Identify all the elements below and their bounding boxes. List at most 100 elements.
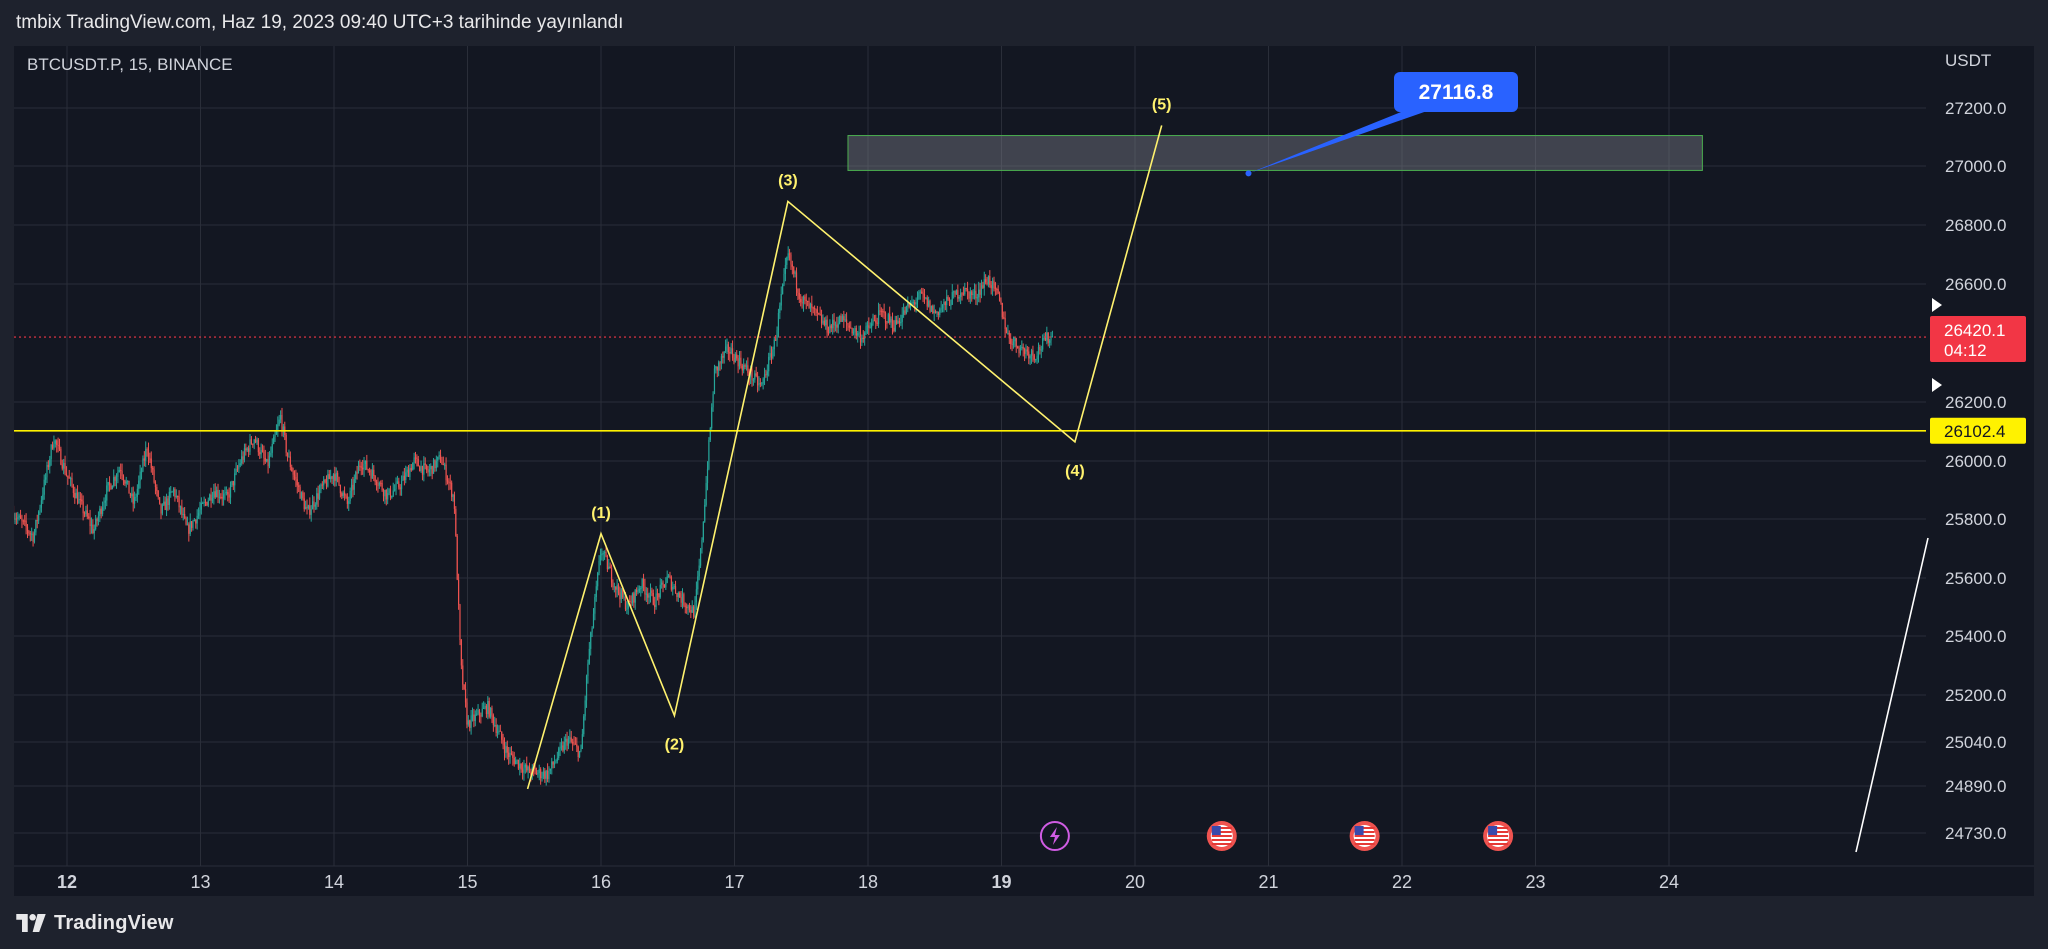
- candle-body: [901, 314, 903, 322]
- candle-body: [327, 474, 329, 487]
- candle-body: [576, 744, 578, 747]
- candle-body: [779, 305, 781, 314]
- candle-body: [1030, 350, 1033, 356]
- candle-body: [1007, 332, 1009, 334]
- candle-body: [847, 323, 849, 326]
- candle-body: [38, 511, 40, 521]
- candle-body: [623, 596, 625, 598]
- candle-body: [309, 505, 311, 515]
- time-tick-label: 12: [57, 872, 77, 892]
- candle-body: [833, 319, 835, 325]
- candle-body: [517, 759, 519, 769]
- candle-body: [780, 293, 782, 306]
- chart-canvas[interactable]: (1) (2) (3) (4) (5) 27116.8 BTCUSDT.P, 15, B…: [14, 46, 2034, 896]
- candle-body: [291, 467, 293, 472]
- candle-body: [225, 492, 227, 494]
- candle-body: [254, 439, 257, 443]
- candle-body: [1017, 346, 1019, 348]
- candle-body: [674, 586, 677, 594]
- candle-body: [880, 310, 882, 312]
- candle-body: [221, 496, 223, 499]
- candle-body: [264, 457, 266, 462]
- candle-body: [481, 708, 483, 717]
- candle-body: [360, 466, 362, 468]
- price-callout[interactable]: 27116.8: [1245, 72, 1518, 177]
- candle-body: [602, 553, 604, 555]
- candle-body: [220, 496, 222, 498]
- candle-body: [662, 582, 664, 585]
- candle-body: [310, 509, 312, 515]
- candle-body: [181, 506, 183, 515]
- wave-label: (1): [591, 505, 611, 522]
- lightning-icon[interactable]: [1039, 821, 1070, 851]
- us-flag-icon[interactable]: [1483, 821, 1514, 851]
- tradingview-brand[interactable]: TradingView: [16, 910, 174, 936]
- candle-body: [203, 501, 205, 503]
- candle-body: [754, 373, 756, 380]
- candle-body: [222, 494, 225, 499]
- target-zone-rect[interactable]: [847, 135, 1703, 171]
- event-markers[interactable]: [1039, 821, 1514, 851]
- candle-body: [1004, 318, 1006, 330]
- scroll-arrow-icon[interactable]: [1932, 378, 1942, 392]
- scroll-arrow-icon[interactable]: [1932, 298, 1942, 312]
- candle-body: [832, 319, 834, 329]
- candle-body: [897, 320, 899, 324]
- candle-body: [17, 517, 19, 519]
- candle-body: [295, 477, 297, 480]
- elliott-wave-line[interactable]: [526, 125, 1163, 790]
- candle-body: [458, 579, 460, 605]
- candle-body: [292, 471, 294, 475]
- candle-body: [509, 753, 511, 758]
- candle-body: [636, 589, 638, 593]
- price-axis[interactable]: 27200.0 27000.0 26800.0 26600.0 26200.0 26000…: [1945, 99, 2006, 843]
- candle-body: [99, 508, 101, 516]
- candle-body: [184, 513, 186, 518]
- candle-body: [171, 491, 173, 493]
- candle-body: [701, 540, 703, 550]
- candle-body: [932, 305, 934, 313]
- candle-body: [26, 526, 29, 532]
- candle-body: [645, 593, 647, 595]
- candle-body: [474, 714, 476, 721]
- candle-body: [378, 482, 380, 486]
- candle-body: [452, 494, 454, 497]
- candle-body: [349, 490, 351, 502]
- trend-line[interactable]: [1855, 537, 1929, 853]
- candle-body: [883, 311, 885, 314]
- candle-body: [416, 457, 418, 460]
- candle-body: [637, 591, 639, 593]
- candle-body: [424, 463, 426, 465]
- time-tick-label: 16: [591, 872, 611, 892]
- candle-body: [498, 730, 500, 732]
- candle-body: [548, 770, 550, 779]
- callout-anchor: [1245, 170, 1252, 177]
- time-axis[interactable]: 12 13 14 15 16 17 18 19 20 21 22 23 24: [14, 865, 2034, 892]
- candle-body: [216, 489, 218, 498]
- candle-body: [325, 482, 328, 487]
- us-flag-icon[interactable]: [1349, 821, 1380, 851]
- candle-body: [588, 648, 590, 664]
- candle-body: [884, 313, 887, 323]
- candle-body: [811, 303, 813, 308]
- candle-body: [552, 761, 554, 765]
- candle-body: [944, 301, 946, 306]
- candle-body: [644, 586, 646, 595]
- candle-body: [972, 293, 974, 295]
- candle-body: [708, 439, 710, 469]
- candle-body: [1044, 337, 1047, 341]
- us-flag-icon[interactable]: [1206, 821, 1237, 851]
- candle-body: [47, 464, 49, 468]
- candle-body: [998, 293, 1001, 301]
- chart-area[interactable]: (1) (2) (3) (4) (5) 27116.8 BTCUSDT.P, 15, B…: [14, 46, 2034, 896]
- candle-body: [665, 582, 667, 588]
- candle-body: [156, 487, 158, 491]
- candle-body: [587, 663, 589, 677]
- candle-body: [844, 319, 846, 321]
- candle-body: [834, 324, 837, 326]
- candle-body: [56, 440, 58, 445]
- candle-body: [384, 489, 386, 497]
- candle-body: [199, 509, 201, 514]
- candle-body: [186, 524, 189, 526]
- candle-body: [1026, 349, 1028, 352]
